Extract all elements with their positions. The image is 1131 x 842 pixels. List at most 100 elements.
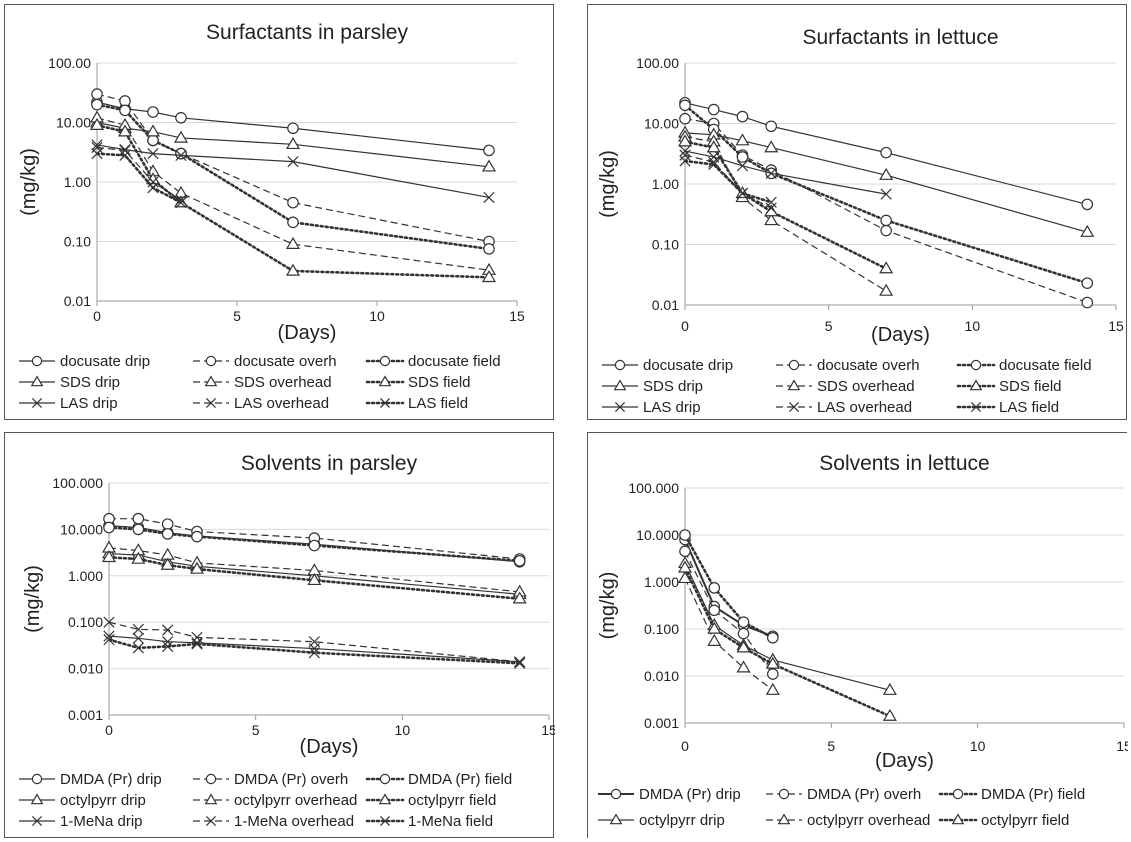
data-point	[1080, 224, 1095, 237]
series-4	[677, 570, 780, 695]
data-point	[765, 682, 780, 695]
y-tick-label: 10.000	[60, 521, 103, 537]
chart-title: Solvents in lettuce	[819, 452, 989, 475]
series-3	[677, 555, 897, 695]
data-point	[737, 627, 750, 640]
y-tick-label: 0.10	[652, 237, 679, 253]
series-8	[91, 147, 187, 209]
data-point	[677, 560, 693, 573]
legend-item: 1-MeNa field	[365, 813, 493, 830]
data-point	[879, 167, 894, 180]
data-point	[162, 640, 174, 653]
legend-marker	[787, 379, 801, 391]
data-point	[132, 523, 145, 536]
data-point	[103, 521, 115, 534]
data-point	[162, 636, 174, 648]
chart-solvents-lettuce: Solvents in lettuce 0.001 0.010 0.100 1.000 1…	[587, 432, 1128, 838]
data-point	[175, 111, 187, 124]
legend-item: 1-MeNa drip	[19, 813, 143, 830]
x-tick-label: 5	[825, 318, 833, 334]
data-point	[132, 632, 144, 644]
data-point	[103, 616, 115, 628]
data-point	[679, 149, 691, 161]
legend-label: octylpyrr drip	[639, 812, 725, 829]
data-point	[679, 529, 691, 541]
chart-title: Surfactants in lettuce	[802, 26, 998, 49]
chart-solvents-parsley: Solvents in parsley 0.001 0.010 0.100 1.000 1…	[4, 432, 555, 838]
y-axis-label: (mg/kg)	[22, 565, 44, 633]
legend-item: octylpyrr field	[938, 812, 1069, 829]
series-5	[89, 117, 497, 283]
series-7	[679, 149, 777, 214]
legend-marker	[952, 788, 964, 800]
legend-marker	[205, 355, 217, 367]
legend-marker	[204, 793, 218, 805]
y-tick-label: 0.100	[68, 614, 103, 630]
series-6	[103, 630, 526, 668]
legend-item: 1-MeNa overhead	[193, 813, 354, 830]
legend-item: SDS drip	[19, 374, 120, 391]
data-point	[764, 213, 779, 226]
legend-item: octylpyrr overhead	[193, 792, 357, 809]
data-point	[708, 582, 721, 594]
data-point	[175, 147, 187, 160]
series-line	[684, 539, 774, 638]
data-point	[308, 647, 320, 659]
legend-item: LAS overhead	[193, 395, 329, 412]
data-point	[880, 224, 892, 237]
legend-item: SDS overhead	[193, 374, 332, 391]
x-tick-label: 5	[252, 722, 260, 738]
series-2	[679, 99, 1094, 289]
data-point	[308, 539, 321, 552]
data-point	[679, 145, 691, 157]
data-point	[708, 156, 720, 168]
legend-marker	[788, 401, 800, 413]
data-point	[767, 668, 779, 680]
data-point	[175, 149, 187, 162]
data-point	[483, 243, 495, 255]
data-point	[707, 633, 722, 646]
data-point	[189, 561, 205, 574]
legend-item: SDS field	[956, 378, 1062, 395]
data-point	[175, 194, 187, 206]
series-2	[679, 529, 779, 644]
data-point	[161, 528, 174, 540]
legend-label: LAS drip	[643, 399, 701, 416]
x-axis-label: (Days)	[300, 736, 359, 758]
legend-item: LAS field	[956, 399, 1059, 416]
legend-marker	[777, 813, 791, 825]
x-tick-label: 10	[965, 318, 981, 334]
data-point	[103, 634, 115, 646]
data-point	[147, 134, 159, 147]
legend-item: octylpyrr drip	[598, 812, 725, 829]
legend-marker	[205, 773, 217, 785]
y-tick-label: 100.00	[48, 55, 91, 71]
legend-marker	[204, 375, 218, 387]
data-point	[677, 570, 693, 584]
data-point	[736, 151, 749, 163]
series-7	[103, 616, 526, 668]
data-point	[737, 616, 750, 628]
legend-item: octylpyrr drip	[19, 792, 146, 809]
legend-label: octylpyrr field	[981, 812, 1069, 829]
legend-marker	[379, 355, 391, 367]
legend-marker	[788, 359, 800, 371]
data-point	[707, 621, 722, 634]
series-line	[684, 154, 772, 209]
legend-marker	[969, 379, 983, 391]
data-point	[765, 120, 777, 133]
legend-label: DMDA (Pr) overh	[234, 771, 348, 788]
series-5	[101, 550, 527, 604]
legend-item: LAS overhead	[776, 399, 912, 416]
data-point	[736, 110, 749, 123]
data-point	[736, 640, 751, 653]
data-point	[191, 637, 203, 649]
data-point	[91, 88, 103, 100]
y-tick-label: 0.01	[652, 297, 679, 313]
x-tick-label: 0	[93, 308, 101, 324]
x-tick-label: 5	[233, 308, 241, 324]
legend-label: docusate field	[999, 357, 1092, 374]
y-tick-label: 0.010	[644, 668, 679, 684]
chart-svg: Surfactants in parsley 0.01 0.10 1.00 10.00 1…	[18, 21, 525, 412]
y-tick-label: 1.00	[652, 176, 679, 192]
